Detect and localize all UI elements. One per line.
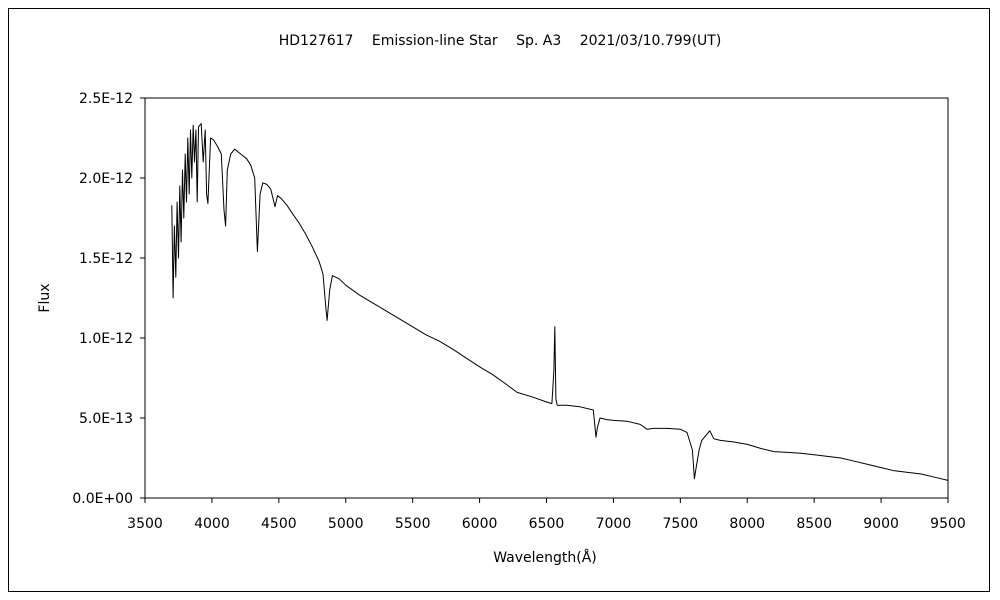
x-axis-ticks: 3500 4000 4500 5000 5500 6000 6500 7000 7500 8000… bbox=[127, 498, 966, 532]
x-tick-label: 5000 bbox=[328, 516, 364, 532]
x-tick-label: 7500 bbox=[663, 516, 699, 532]
y-tick-label: 2.0E-12 bbox=[79, 171, 133, 187]
x-tick-label: 6000 bbox=[462, 516, 498, 532]
x-tick-label: 6500 bbox=[529, 516, 565, 532]
x-axis-label: Wavelength(Å) bbox=[493, 549, 597, 566]
chart-frame: HD127617 Emission-line Star Sp. A3 2021/… bbox=[8, 8, 990, 592]
y-tick-label: 1.5E-12 bbox=[79, 251, 133, 267]
y-axis-ticks: 0.0E+00 5.0E-13 1.0E-12 1.5E-12 2.0E-12 2.5E-… bbox=[72, 91, 145, 507]
x-tick-label: 9000 bbox=[863, 516, 899, 532]
y-tick-label: 2.5E-12 bbox=[79, 91, 133, 107]
x-tick-label: 9500 bbox=[930, 516, 966, 532]
plot-area bbox=[144, 97, 949, 499]
x-tick-label: 4000 bbox=[194, 516, 230, 532]
y-axis-label: Flux bbox=[37, 283, 53, 312]
x-tick-label: 3500 bbox=[127, 516, 163, 532]
x-tick-label: 7000 bbox=[596, 516, 632, 532]
x-tick-label: 8000 bbox=[729, 516, 765, 532]
x-tick-label: 8500 bbox=[796, 516, 832, 532]
x-tick-label: 4500 bbox=[261, 516, 297, 532]
y-tick-label: 1.0E-12 bbox=[79, 331, 133, 347]
y-tick-label: 0.0E+00 bbox=[72, 491, 133, 507]
x-tick-label: 5500 bbox=[395, 516, 431, 532]
spectrum-chart: HD127617 Emission-line Star Sp. A3 2021/… bbox=[37, 33, 966, 566]
series-layer bbox=[171, 123, 949, 481]
y-tick-label: 5.0E-13 bbox=[79, 411, 133, 427]
chart-title: HD127617 Emission-line Star Sp. A3 2021/… bbox=[279, 33, 722, 49]
spectrum-line bbox=[171, 123, 949, 481]
